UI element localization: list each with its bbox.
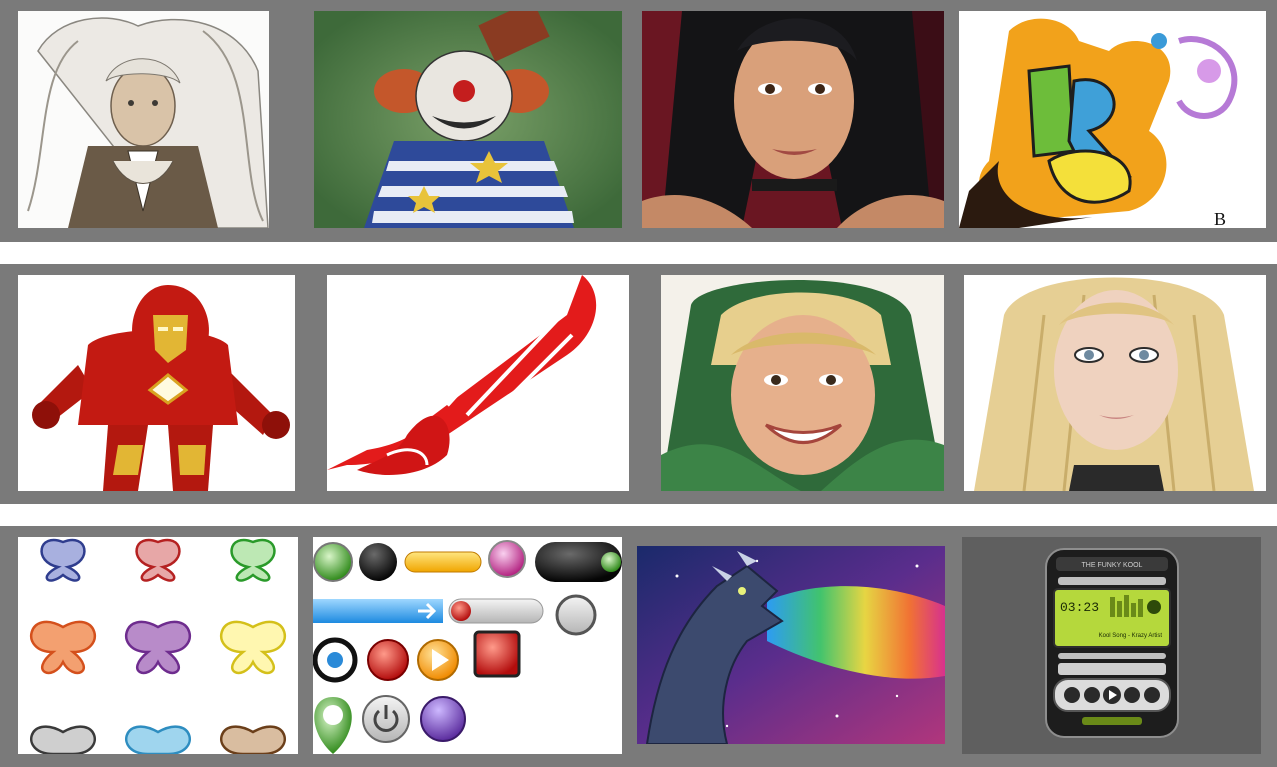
butterfly-navy <box>40 538 86 582</box>
iron-man-image <box>18 275 295 491</box>
red-wing-image <box>327 275 629 491</box>
smiling-woman-image <box>661 275 944 491</box>
thumbnail-sketch-woman[interactable] <box>18 11 269 228</box>
thumbnail-graffiti[interactable]: B <box>959 11 1266 228</box>
sketch-woman-image <box>18 11 269 228</box>
player-brand: THE FUNKY KOOL <box>1082 562 1143 569</box>
thumbnail-smiling-woman[interactable] <box>661 275 944 491</box>
thumbnail-iron-man[interactable] <box>18 275 295 491</box>
thumbnail-butterflies[interactable] <box>18 537 298 754</box>
thumbnail-red-wing[interactable] <box>327 275 629 491</box>
dragon-image <box>637 546 945 744</box>
player-time: 03:23 <box>1060 600 1099 615</box>
evil-clown-image <box>314 11 622 228</box>
blonde-woman-image <box>964 275 1266 491</box>
graffiti-image: B <box>959 11 1266 228</box>
thumbnail-dragon[interactable] <box>637 546 945 744</box>
player-track: Kool Song - Krazy Artist <box>1099 633 1163 639</box>
thumbnail-blonde-woman[interactable] <box>964 275 1266 491</box>
butterflies-image <box>18 537 298 754</box>
web-buttons-image <box>313 537 622 754</box>
thumbnail-web-buttons[interactable] <box>313 537 622 754</box>
thumbnail-media-player[interactable]: THE FUNKY KOOL 03:23 Kool Song - Krazy A… <box>962 537 1261 754</box>
thumbnail-dark-haired-woman[interactable] <box>642 11 944 228</box>
dark-haired-woman-image <box>642 11 944 228</box>
graffiti-logo-letter: B <box>1214 209 1226 228</box>
thumbnail-evil-clown[interactable] <box>314 11 622 228</box>
media-player-image: THE FUNKY KOOL 03:23 Kool Song - Krazy A… <box>962 537 1261 754</box>
